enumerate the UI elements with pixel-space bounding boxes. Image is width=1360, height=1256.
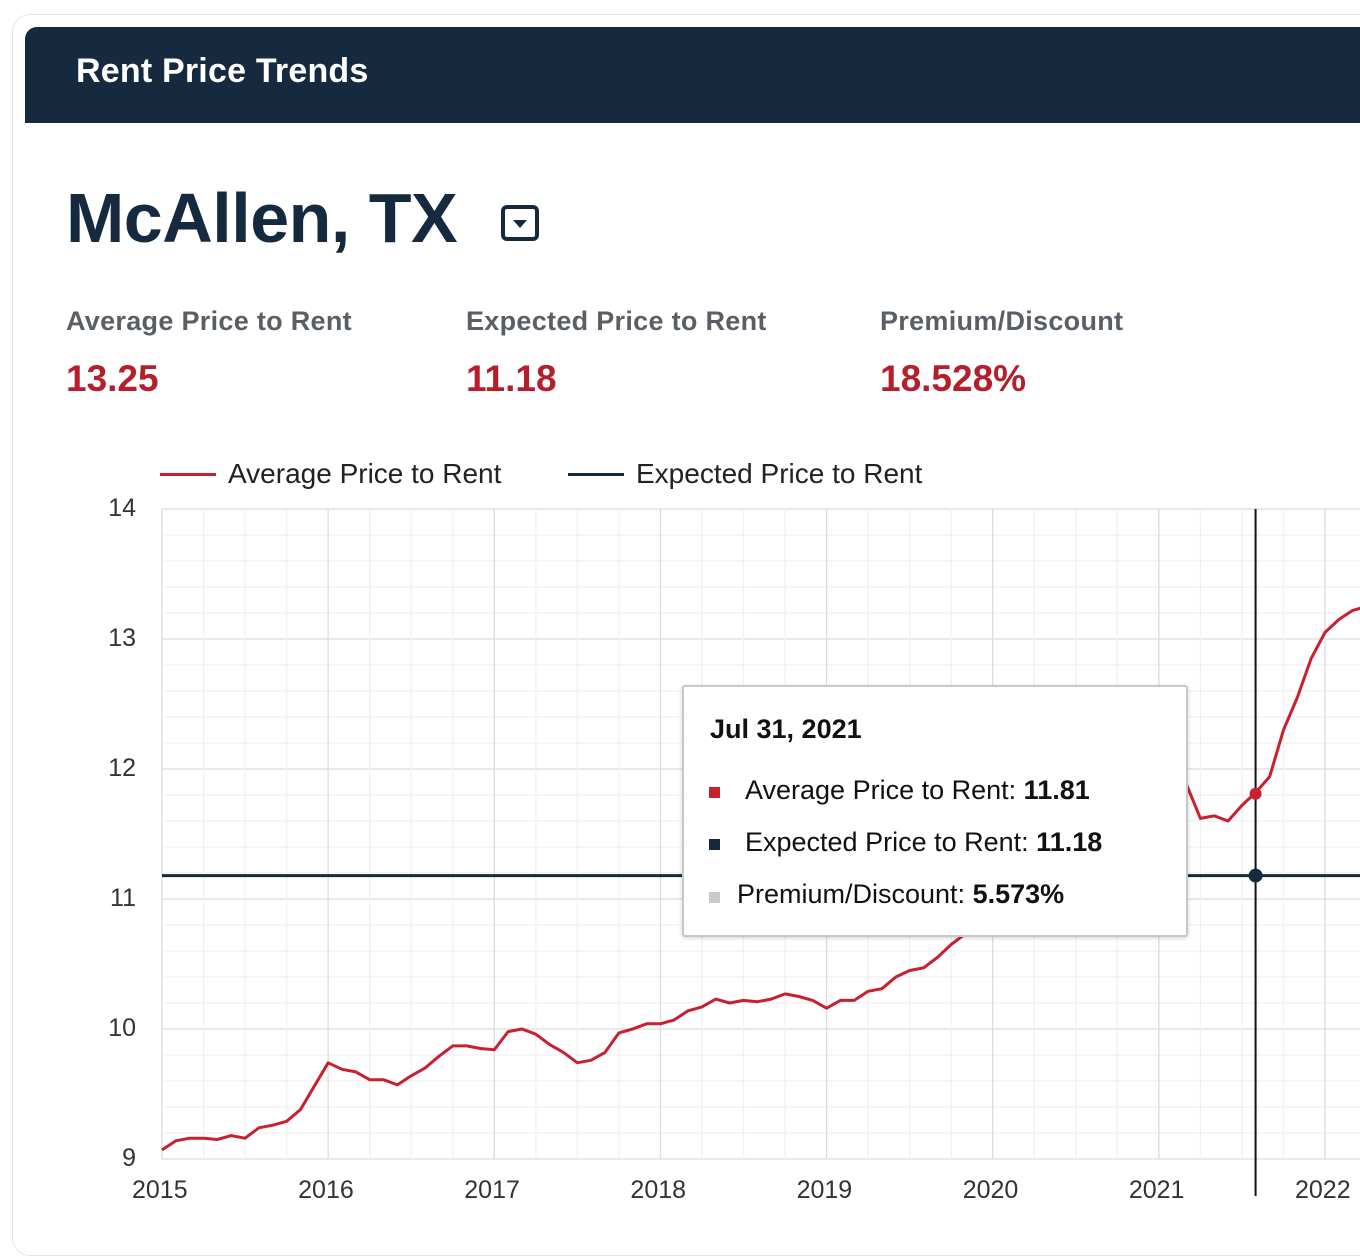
location-title: McAllen, TX bbox=[66, 179, 458, 257]
legend-label-average[interactable]: Average Price to Rent bbox=[228, 458, 502, 489]
stat-value-expected: 11.18 bbox=[466, 358, 557, 399]
y-tick-label: 13 bbox=[108, 624, 136, 652]
tooltip-value-premium: 5.573% bbox=[972, 879, 1065, 909]
tooltip-label-premium: Premium/Discount: bbox=[737, 879, 966, 909]
chart-marks bbox=[1248, 509, 1263, 1196]
x-tick-label: 2018 bbox=[630, 1176, 687, 1204]
x-tick-label: 2022 bbox=[1295, 1176, 1351, 1204]
rent-trends-card bbox=[12, 14, 1360, 1256]
stat-label-average: Average Price to Rent bbox=[66, 306, 352, 336]
legend-swatch-average[interactable] bbox=[160, 473, 216, 476]
chart-tooltip: Jul 31, 2021 Average Price to Rent: 11.8… bbox=[682, 685, 1188, 937]
tooltip-label-expected: Expected Price to Rent: bbox=[745, 827, 1029, 857]
tooltip-row-premium: Premium/Discount: 5.573% bbox=[737, 879, 1064, 910]
tooltip-swatch-average bbox=[709, 787, 720, 798]
stat-value-premium: 18.528% bbox=[880, 358, 1027, 399]
x-tick-label: 2016 bbox=[298, 1176, 354, 1204]
caret-down-square-icon[interactable] bbox=[501, 205, 539, 241]
x-tick-label: 2017 bbox=[464, 1176, 520, 1204]
dropdown-caret bbox=[513, 220, 527, 228]
hover-point-expected bbox=[1248, 868, 1263, 883]
tooltip-date: Jul 31, 2021 bbox=[710, 714, 862, 744]
y-tick-label: 14 bbox=[108, 494, 136, 522]
y-tick-label: 10 bbox=[108, 1014, 136, 1042]
x-tick-label: 2015 bbox=[132, 1176, 188, 1204]
y-tick-label: 12 bbox=[108, 754, 136, 782]
legend-swatch-expected[interactable] bbox=[568, 473, 624, 476]
x-tick-label: 2020 bbox=[962, 1176, 1019, 1204]
tooltip-row-average: Average Price to Rent: 11.81 bbox=[745, 775, 1090, 806]
tooltip-label-average: Average Price to Rent: bbox=[745, 775, 1017, 805]
legend-label-expected[interactable]: Expected Price to Rent bbox=[636, 458, 923, 489]
card-header bbox=[25, 27, 1360, 123]
y-tick-label: 9 bbox=[122, 1144, 136, 1172]
tooltip-swatch-expected bbox=[709, 839, 720, 850]
card-header-title: Rent Price Trends bbox=[76, 52, 369, 90]
tooltip-value-average: 11.81 bbox=[1023, 775, 1090, 805]
stat-label-expected: Expected Price to Rent bbox=[466, 306, 767, 336]
tooltip-swatch-premium bbox=[709, 892, 720, 903]
tooltip-value-expected: 11.18 bbox=[1036, 827, 1103, 857]
stat-value-average: 13.25 bbox=[66, 358, 159, 399]
price-to-rent-chart[interactable] bbox=[0, 0, 1360, 1196]
y-tick-label: 11 bbox=[110, 884, 136, 912]
tooltip-row-expected: Expected Price to Rent: 11.18 bbox=[745, 827, 1102, 858]
hover-point-average bbox=[1249, 787, 1262, 800]
stat-label-premium: Premium/Discount bbox=[880, 306, 1124, 336]
x-tick-label: 2019 bbox=[796, 1176, 853, 1204]
chart-grid bbox=[161, 508, 1360, 1160]
x-tick-label: 2021 bbox=[1128, 1176, 1185, 1204]
